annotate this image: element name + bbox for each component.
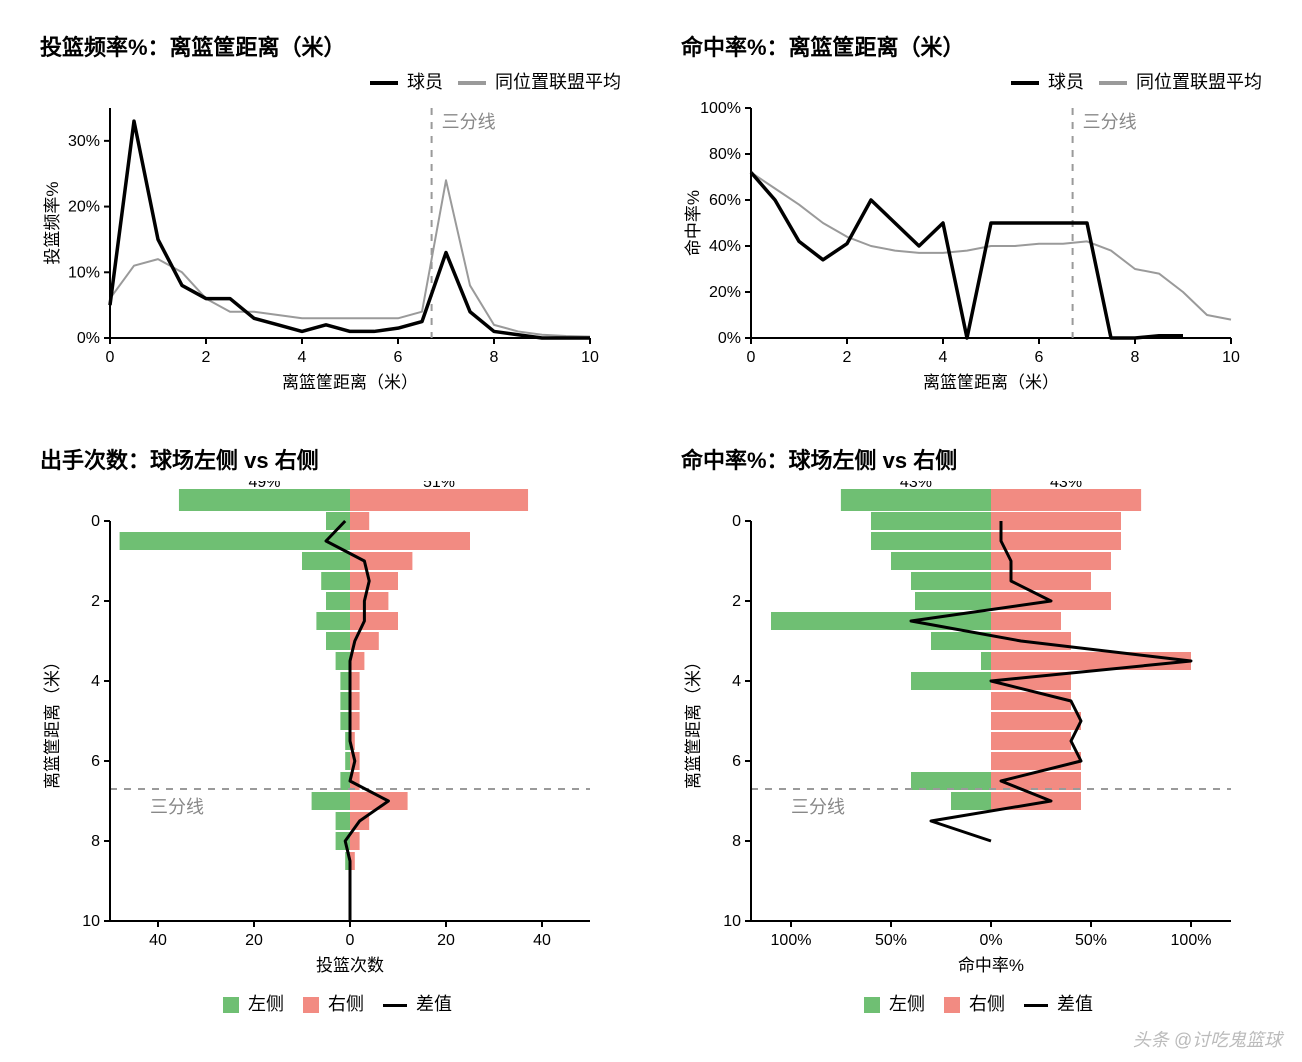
svg-text:20: 20 — [245, 932, 263, 949]
svg-text:0%: 0% — [718, 330, 741, 347]
svg-text:4: 4 — [732, 673, 741, 690]
svg-text:2: 2 — [202, 349, 211, 366]
svg-text:三分线: 三分线 — [791, 797, 845, 817]
legend-player-label: 球员 — [407, 72, 443, 92]
svg-text:40%: 40% — [709, 238, 741, 255]
panel-freq-title: 投篮频率%：离篮筐距离（米） — [40, 30, 621, 62]
legend-left-label: 左侧 — [889, 994, 925, 1014]
chart-fg-lr: 43% 43% 三分线 0 2 4 6 8 10 100% 50% 0% 50% 100% 命中率% 离篮筐距… — [681, 481, 1241, 981]
svg-text:50%: 50% — [875, 932, 907, 949]
legend-left-swatch — [864, 997, 880, 1013]
svg-text:100%: 100% — [1171, 932, 1212, 949]
svg-text:20: 20 — [437, 932, 455, 949]
svg-text:80%: 80% — [709, 146, 741, 163]
svg-text:40: 40 — [149, 932, 167, 949]
panel-fg-title: 命中率%：离篮筐距离（米） — [681, 30, 1262, 62]
svg-text:2: 2 — [91, 593, 100, 610]
svg-text:离篮筐距离（米）: 离篮筐距离（米） — [282, 373, 418, 392]
svg-text:8: 8 — [91, 833, 100, 850]
legend-right-swatch — [303, 997, 319, 1013]
svg-text:51%: 51% — [423, 481, 455, 491]
chart-shots-lr: 49% 51% 三分线 0 2 4 6 8 10 40 20 0 20 40 投篮次数 离篮筐距离（米） — [40, 481, 600, 981]
legend-diff-swatch — [383, 1004, 407, 1007]
panel-shots-lr: 出手次数：球场左侧 vs 右侧 49%51%三分线024681040200204… — [40, 443, 621, 1016]
panel-fg-lr: 命中率%：球场左侧 vs 右侧 43% 43% 三分线 0 2 4 6 8 10 100% 50% 0… — [681, 443, 1262, 1016]
svg-text:0: 0 — [747, 349, 756, 366]
svg-text:30%: 30% — [68, 133, 100, 150]
svg-text:2: 2 — [843, 349, 852, 366]
legend-league-label: 同位置联盟平均 — [495, 72, 621, 92]
svg-text:4: 4 — [939, 349, 948, 366]
panel-fg-lr-title: 命中率%：球场左侧 vs 右侧 — [681, 443, 1262, 475]
svg-text:0: 0 — [732, 513, 741, 530]
svg-text:60%: 60% — [709, 192, 741, 209]
svg-text:49%: 49% — [248, 481, 280, 491]
panel-shots-lr-title: 出手次数：球场左侧 vs 右侧 — [40, 443, 621, 475]
svg-text:4: 4 — [91, 673, 100, 690]
svg-text:命中率%: 命中率% — [958, 956, 1024, 975]
legend-right-label: 右侧 — [328, 994, 364, 1014]
svg-text:10: 10 — [723, 913, 741, 930]
svg-text:0%: 0% — [979, 932, 1002, 949]
legend-right-swatch — [944, 997, 960, 1013]
legend-line-freq: 球员 同位置联盟平均 — [40, 68, 621, 94]
svg-text:三分线: 三分线 — [442, 112, 496, 132]
svg-text:43%: 43% — [900, 481, 932, 491]
legend-league-label: 同位置联盟平均 — [1136, 72, 1262, 92]
svg-text:6: 6 — [732, 753, 741, 770]
svg-text:离篮筐距离（米）: 离篮筐距离（米） — [43, 653, 62, 789]
svg-text:三分线: 三分线 — [150, 797, 204, 817]
svg-text:10: 10 — [581, 349, 599, 366]
legend-player-swatch — [1011, 81, 1039, 85]
svg-text:投篮次数: 投篮次数 — [316, 956, 384, 975]
legend-player-label: 球员 — [1048, 72, 1084, 92]
legend-bar-shots: 左侧 右侧 差值 — [40, 990, 621, 1016]
svg-text:20%: 20% — [709, 284, 741, 301]
legend-league-swatch — [1099, 81, 1127, 85]
svg-text:10%: 10% — [68, 264, 100, 281]
legend-line-fg: 球员 同位置联盟平均 — [681, 68, 1262, 94]
svg-text:6: 6 — [91, 753, 100, 770]
svg-text:离篮筐距离（米）: 离篮筐距离（米） — [923, 373, 1059, 392]
watermark: 头条 @讨吃鬼篮球 — [1133, 1026, 1282, 1052]
chart-fg: 0% 20% 40% 60% 80% 100% 0 2 4 6 8 10 离篮筐距离（米） 命中率% 三分线 — [681, 98, 1241, 398]
svg-text:命中率%: 命中率% — [684, 190, 703, 256]
legend-player-swatch — [370, 81, 398, 85]
svg-text:10: 10 — [1222, 349, 1240, 366]
legend-left-swatch — [223, 997, 239, 1013]
svg-text:8: 8 — [490, 349, 499, 366]
legend-left-label: 左侧 — [248, 994, 284, 1014]
svg-text:50%: 50% — [1075, 932, 1107, 949]
svg-text:100%: 100% — [771, 932, 812, 949]
svg-text:0: 0 — [91, 513, 100, 530]
svg-text:离篮筐距离（米）: 离篮筐距离（米） — [684, 653, 703, 789]
svg-text:20%: 20% — [68, 199, 100, 216]
legend-league-swatch — [458, 81, 486, 85]
svg-text:2: 2 — [732, 593, 741, 610]
legend-diff-label: 差值 — [1057, 994, 1093, 1014]
chart-freq: 0% 10% 20% 30% 0 2 4 6 8 10 离篮筐距离（米） 投篮频率% 三分线 — [40, 98, 600, 398]
svg-text:投篮频率%: 投篮频率% — [43, 181, 62, 264]
legend-diff-label: 差值 — [416, 994, 452, 1014]
svg-text:8: 8 — [732, 833, 741, 850]
panel-freq: 投篮频率%：离篮筐距离（米） 球员 同位置联盟平均 0% 10% 20% 30% 0 2 4… — [40, 30, 621, 403]
svg-text:6: 6 — [1035, 349, 1044, 366]
legend-bar-fg: 左侧 右侧 差值 — [681, 990, 1262, 1016]
svg-text:43%: 43% — [1050, 481, 1082, 491]
chart-grid: 投篮频率%：离篮筐距离（米） 球员 同位置联盟平均 0%10%20%30%024… — [40, 30, 1262, 1016]
svg-text:0: 0 — [106, 349, 115, 366]
svg-text:0: 0 — [346, 932, 355, 949]
svg-text:8: 8 — [1131, 349, 1140, 366]
svg-text:4: 4 — [298, 349, 307, 366]
svg-text:6: 6 — [394, 349, 403, 366]
panel-fg: 命中率%：离篮筐距离（米） 球员 同位置联盟平均 0% 20% 40% 60% 80% 1… — [681, 30, 1262, 403]
svg-text:10: 10 — [82, 913, 100, 930]
legend-diff-swatch — [1024, 1004, 1048, 1007]
svg-text:三分线: 三分线 — [1083, 112, 1137, 132]
legend-right-label: 右侧 — [969, 994, 1005, 1014]
svg-text:100%: 100% — [700, 100, 741, 117]
svg-text:40: 40 — [533, 932, 551, 949]
svg-text:0%: 0% — [77, 330, 100, 347]
